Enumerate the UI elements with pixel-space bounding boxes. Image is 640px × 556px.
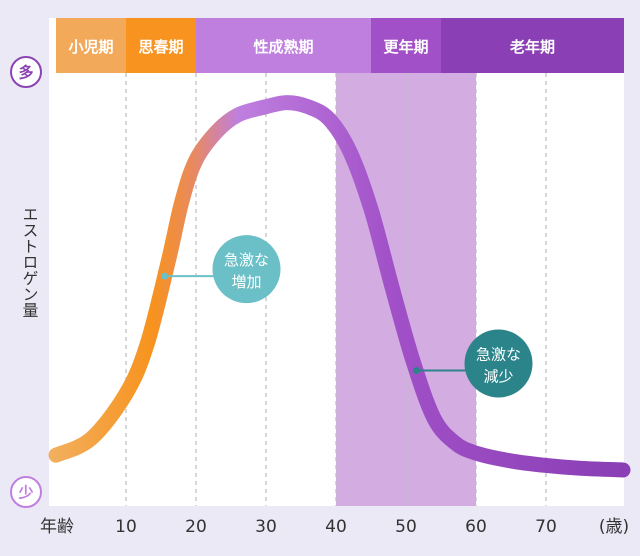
stage-label-2: 思春期	[138, 38, 183, 56]
x-tick-label-40: 40	[325, 517, 347, 537]
x-tick-label-70: 70	[535, 517, 557, 537]
stage-label-4: 更年期	[383, 38, 428, 56]
y-low-marker	[10, 476, 42, 508]
x-tick-label-30: 30	[255, 517, 277, 537]
stage-band-3	[196, 18, 371, 73]
stage-band-2	[126, 18, 196, 73]
stage-band-5	[441, 18, 624, 73]
callout-bubble	[212, 235, 281, 304]
callout-text-line: 増加	[231, 273, 261, 291]
callout-text-line: 急激な	[476, 345, 521, 363]
x-tick-label-10: 10	[115, 517, 137, 537]
callout-text-line: 減少	[483, 367, 513, 385]
callout-anchor-dot	[161, 272, 168, 280]
x-tick-label-50: 50	[395, 517, 417, 537]
y-high-marker	[10, 56, 42, 88]
callout-text-line: 急激な	[224, 251, 269, 269]
callout-bubble	[464, 329, 533, 398]
y-axis-title: エストロゲン量	[20, 206, 39, 318]
x-tick-label-20: 20	[185, 517, 207, 537]
y-low-label: 少	[17, 484, 33, 502]
stage-label-1: 小児期	[68, 38, 113, 56]
callout-anchor-dot	[413, 366, 420, 374]
x-axis-start-label: 年齢	[40, 517, 74, 537]
x-axis-unit-label: (歳)	[599, 517, 629, 537]
stage-band-4	[371, 18, 441, 73]
stage-band-1	[56, 18, 126, 73]
y-high-label: 多	[18, 64, 33, 82]
stage-label-3: 性成熟期	[253, 38, 313, 56]
stage-label-5: 老年期	[509, 38, 555, 56]
x-tick-label-60: 60	[465, 517, 487, 537]
